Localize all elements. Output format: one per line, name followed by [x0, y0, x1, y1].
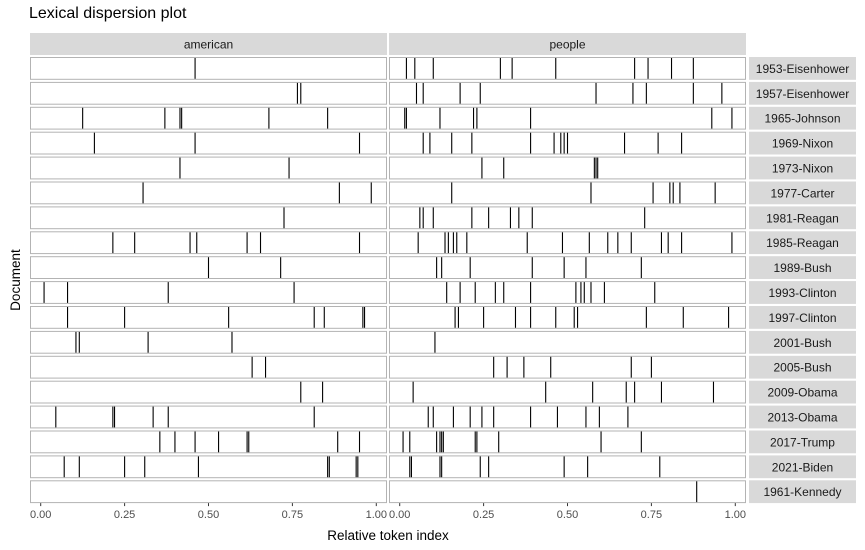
document-label: 1989-Bush — [773, 261, 831, 275]
plot-panel — [389, 380, 746, 404]
document-label: 1985-Reagan — [766, 236, 839, 250]
document-strip — [749, 57, 856, 80]
x-tick-label: 1.00 — [725, 509, 746, 521]
x-tick-label: 0.25 — [473, 509, 494, 521]
document-strip — [749, 81, 856, 105]
document-strip — [749, 106, 856, 130]
facet-label: people — [549, 38, 585, 52]
plot-panel — [30, 106, 387, 130]
plot-panel — [389, 281, 746, 304]
plot-panel — [30, 131, 387, 155]
plot-panel — [389, 81, 746, 105]
document-label: 1965-Johnson — [764, 112, 840, 126]
plot-panel — [30, 306, 387, 329]
plot-panel — [30, 156, 387, 180]
plot-panel — [389, 181, 746, 205]
x-tick-label: 0.25 — [114, 509, 135, 521]
document-label: 1977-Carter — [770, 186, 834, 200]
plot-panel — [30, 81, 387, 105]
plot-panel — [30, 57, 387, 80]
plot-panel — [30, 231, 387, 255]
facet-strip — [389, 33, 746, 55]
x-tick-label: 1.00 — [366, 509, 387, 521]
document-label: 1961-Kennedy — [763, 485, 841, 499]
x-tick-label: 0.75 — [641, 509, 662, 521]
document-strip — [749, 455, 856, 479]
plot-panel — [389, 455, 746, 479]
document-label: 1981-Reagan — [766, 211, 839, 225]
plot-panel — [389, 405, 746, 429]
document-strip — [749, 330, 856, 354]
document-strip — [749, 256, 856, 279]
x-tick-label: 0.00 — [30, 509, 51, 521]
document-label: 2005-Bush — [773, 361, 831, 375]
document-label: 1969-Nixon — [772, 137, 833, 151]
document-strip — [749, 405, 856, 429]
document-label: 2017-Trump — [770, 435, 835, 449]
plot-panel — [30, 355, 387, 379]
document-strip — [749, 306, 856, 329]
plot-panel — [389, 306, 746, 329]
document-label: 1957-Eisenhower — [756, 87, 849, 101]
document-strip — [749, 281, 856, 304]
x-tick-label: 0.50 — [198, 509, 219, 521]
document-strip — [749, 131, 856, 155]
document-strip — [749, 181, 856, 205]
x-axis-title: Relative token index — [327, 528, 449, 543]
document-label: 1953-Eisenhower — [756, 62, 849, 76]
x-tick-label: 0.50 — [557, 509, 578, 521]
plot-panel — [30, 206, 387, 230]
plot-panel — [389, 256, 746, 280]
document-label: 2009-Obama — [767, 386, 837, 400]
plot-panel — [389, 430, 746, 454]
plot-panel — [389, 330, 746, 354]
plot-panel — [389, 355, 746, 379]
plot-panel — [389, 206, 746, 230]
plot-panel — [30, 455, 387, 479]
plot-panel — [389, 57, 746, 80]
document-strip — [749, 156, 856, 180]
plot-panel — [30, 380, 387, 404]
document-strip — [749, 480, 856, 504]
plot-panel — [30, 405, 387, 429]
document-label: 1997-Clinton — [768, 311, 836, 325]
plot-panel — [389, 106, 746, 130]
document-strip — [749, 380, 856, 404]
plot-panel — [30, 480, 387, 504]
y-axis-title: Document — [8, 249, 23, 311]
document-strip — [749, 355, 856, 379]
document-label: 1993-Clinton — [768, 286, 836, 300]
plot-panel — [30, 330, 387, 354]
document-label: 2013-Obama — [767, 411, 837, 425]
plot-panel — [30, 281, 387, 304]
plot-panel — [389, 231, 746, 255]
document-label: 1973-Nixon — [772, 162, 833, 176]
x-tick-label: 0.75 — [282, 509, 303, 521]
plot-panel — [30, 430, 387, 454]
document-strip — [749, 206, 856, 230]
plot-panel — [30, 181, 387, 205]
document-strip — [749, 430, 856, 454]
document-strip — [749, 231, 856, 255]
facet-label: american — [184, 38, 233, 52]
plot-panel — [389, 156, 746, 180]
document-label: 2021-Biden — [772, 460, 833, 474]
plot-panel — [389, 480, 746, 504]
document-label: 2001-Bush — [773, 336, 831, 350]
chart-title: Lexical dispersion plot — [29, 5, 187, 22]
facet-strip — [30, 33, 387, 55]
x-tick-label: 0.00 — [389, 509, 410, 521]
